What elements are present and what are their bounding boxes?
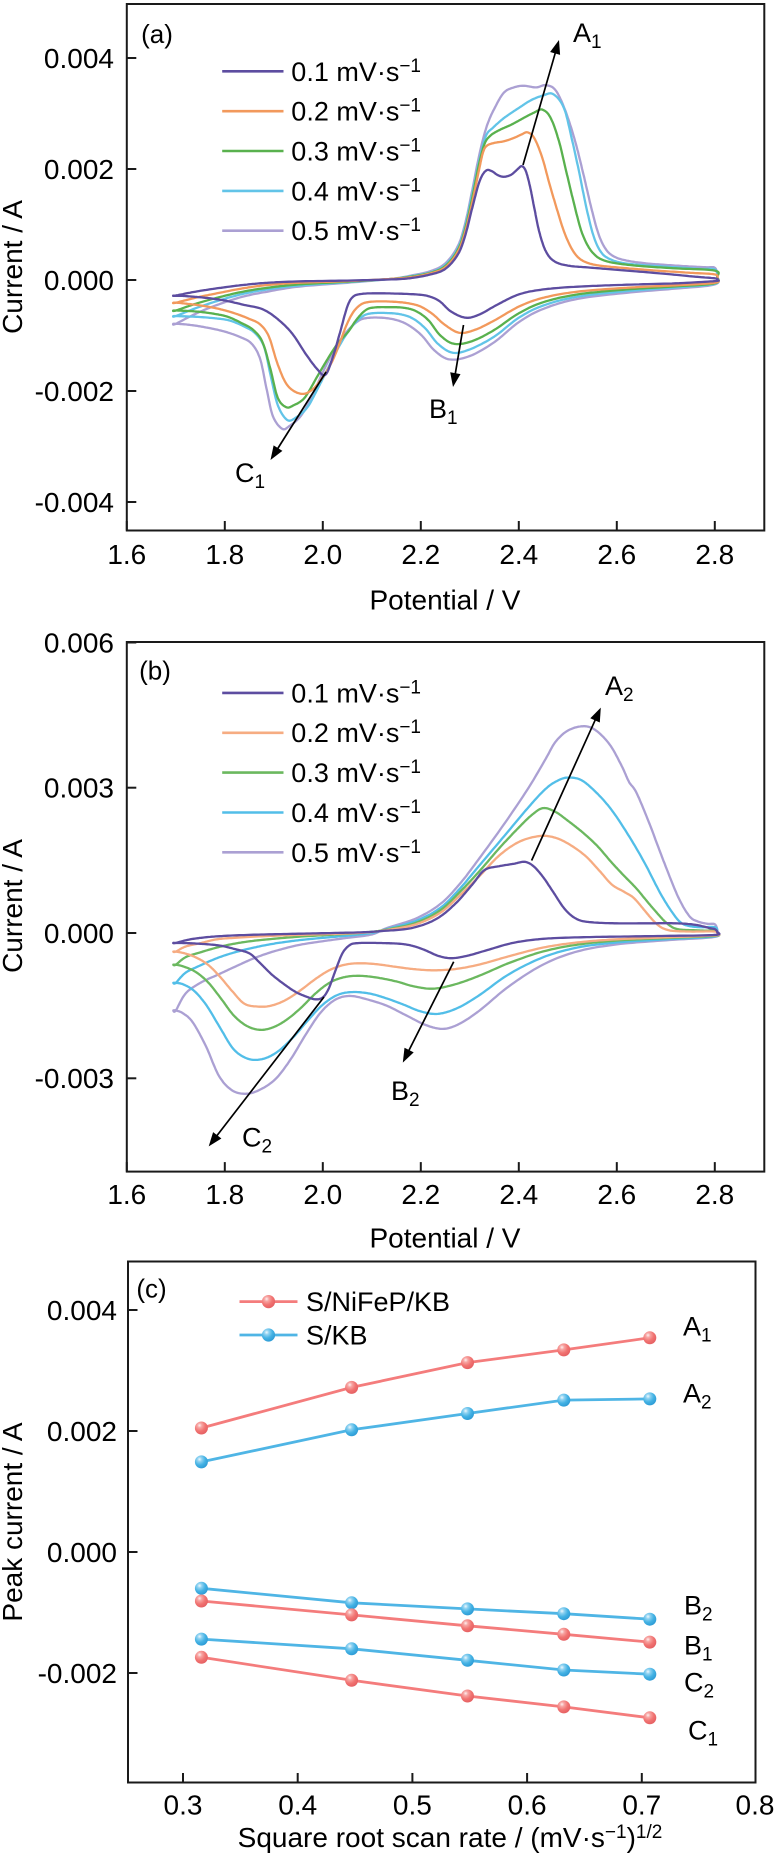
svg-text:S/KB: S/KB: [306, 1320, 368, 1350]
svg-text:Current / A: Current / A: [0, 839, 28, 973]
svg-text:0.004: 0.004: [44, 43, 114, 74]
svg-text:2.2: 2.2: [401, 539, 440, 570]
svg-text:Potential / V: Potential / V: [370, 1223, 521, 1254]
svg-text:Potential / V: Potential / V: [370, 584, 521, 615]
svg-text:2.4: 2.4: [499, 1179, 538, 1210]
svg-text:-0.003: -0.003: [35, 1063, 114, 1094]
svg-text:(a): (a): [141, 19, 173, 49]
svg-text:0.000: 0.000: [47, 1537, 117, 1568]
svg-text:0.6: 0.6: [508, 1790, 547, 1821]
svg-text:2.6: 2.6: [597, 1179, 636, 1210]
svg-text:1.6: 1.6: [107, 1179, 146, 1210]
svg-text:0.7: 0.7: [622, 1790, 661, 1821]
svg-text:0.8: 0.8: [736, 1790, 775, 1821]
svg-text:0.2 mV·s−1: 0.2 mV·s−1: [291, 96, 421, 127]
svg-text:-0.002: -0.002: [35, 376, 114, 407]
svg-text:1.8: 1.8: [205, 539, 244, 570]
svg-text:2.6: 2.6: [597, 539, 636, 570]
svg-text:0.4: 0.4: [278, 1790, 317, 1821]
svg-text:2.8: 2.8: [695, 1179, 734, 1210]
svg-text:0.3: 0.3: [164, 1790, 203, 1821]
svg-text:0.003: 0.003: [44, 773, 114, 804]
svg-text:C2: C2: [684, 1668, 714, 1703]
svg-text:0.000: 0.000: [44, 918, 114, 949]
svg-text:1.8: 1.8: [205, 1179, 244, 1210]
svg-text:1.6: 1.6: [107, 539, 146, 570]
svg-text:0.000: 0.000: [44, 265, 114, 296]
svg-text:2.0: 2.0: [303, 1179, 342, 1210]
svg-text:-0.004: -0.004: [35, 487, 114, 518]
svg-text:0.006: 0.006: [44, 627, 114, 658]
svg-text:(c): (c): [136, 1274, 166, 1304]
svg-text:0.002: 0.002: [47, 1416, 117, 1447]
svg-text:Square root scan rate / (mV·s−: Square root scan rate / (mV·s−1)1/2: [238, 1822, 663, 1853]
svg-text:S/NiFeP/KB: S/NiFeP/KB: [306, 1287, 450, 1317]
svg-text:Peak current / A: Peak current / A: [0, 1422, 28, 1622]
svg-text:0.002: 0.002: [44, 154, 114, 185]
svg-text:2.8: 2.8: [695, 539, 734, 570]
svg-text:Current / A: Current / A: [0, 200, 28, 334]
svg-text:2.0: 2.0: [303, 539, 342, 570]
svg-text:-0.002: -0.002: [38, 1658, 117, 1689]
svg-text:(b): (b): [139, 656, 171, 686]
svg-text:2.4: 2.4: [499, 539, 538, 570]
svg-text:0.5: 0.5: [393, 1790, 432, 1821]
svg-text:2.2: 2.2: [401, 1179, 440, 1210]
svg-text:0.004: 0.004: [47, 1295, 117, 1326]
